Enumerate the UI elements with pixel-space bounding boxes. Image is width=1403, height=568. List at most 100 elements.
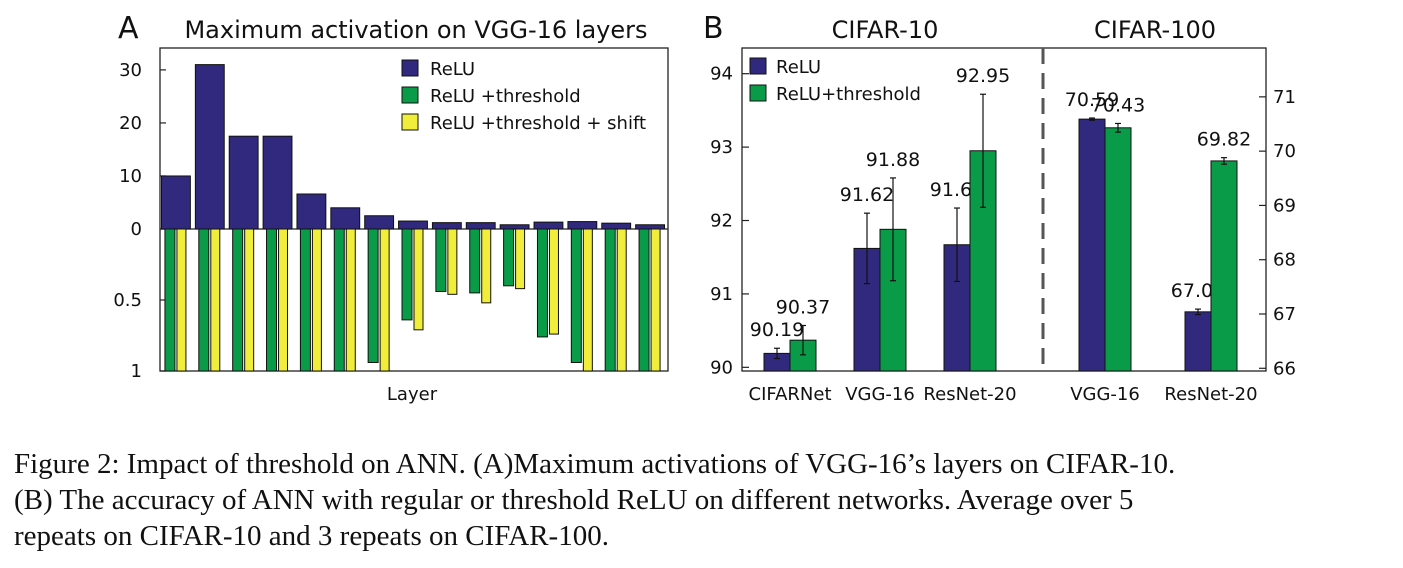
y-tick-label: 30 bbox=[119, 60, 142, 81]
y-tick-label: 91 bbox=[710, 284, 733, 305]
legend-label: ReLU +threshold + shift bbox=[430, 113, 646, 134]
data-label: 91.88 bbox=[866, 149, 920, 171]
y-tick-label: 68 bbox=[1273, 250, 1296, 271]
y-tick-label: 10 bbox=[119, 166, 142, 187]
bar-relu-threshold-shift bbox=[210, 228, 221, 372]
bar-relu-threshold-shift bbox=[515, 228, 526, 290]
bar-relu bbox=[567, 221, 598, 230]
bar-relu-threshold-shift bbox=[278, 228, 289, 372]
data-label: 91.62 bbox=[840, 184, 894, 206]
bar-relu-threshold bbox=[1104, 127, 1132, 372]
y-tick-label: 0 bbox=[131, 219, 142, 240]
data-label: 70.59 bbox=[1065, 89, 1119, 111]
x-tick-label: CIFARNet bbox=[749, 384, 832, 405]
legend-swatch bbox=[401, 86, 419, 104]
data-label: 70.43 bbox=[1091, 94, 1145, 116]
bar-relu-threshold-shift bbox=[582, 228, 593, 372]
data-label: 92.95 bbox=[956, 65, 1010, 87]
panel-a-threshold-bars bbox=[164, 228, 661, 372]
bar-relu-threshold bbox=[503, 228, 515, 287]
panel-b-legend: ReLU ReLU+threshold bbox=[749, 57, 921, 105]
bar-relu-threshold-shift bbox=[311, 228, 322, 372]
bar-relu bbox=[533, 221, 564, 230]
bar-relu bbox=[161, 175, 191, 230]
y-tick-label: 70 bbox=[1273, 141, 1296, 162]
bar-relu-threshold bbox=[638, 228, 650, 372]
panel-b-title-cifar100: CIFAR-100 bbox=[1094, 16, 1216, 44]
bar-relu-threshold bbox=[1210, 160, 1238, 372]
legend-label: ReLU +threshold bbox=[430, 86, 581, 107]
bar-relu bbox=[1184, 311, 1212, 372]
panel-a-xlabel: Layer bbox=[387, 384, 438, 405]
bar-relu-threshold bbox=[401, 228, 413, 321]
bar-relu-threshold-shift bbox=[379, 228, 390, 372]
x-tick-label: VGG-16 bbox=[845, 384, 915, 405]
y-tick-label: 1 bbox=[131, 361, 142, 382]
bar-relu-threshold bbox=[367, 228, 379, 363]
bar-relu bbox=[296, 193, 327, 230]
panel-b-letter: B bbox=[703, 11, 724, 46]
bar-relu bbox=[398, 220, 428, 230]
y-tick-label: 94 bbox=[710, 64, 733, 85]
bar-relu bbox=[364, 215, 395, 230]
legend-swatch bbox=[401, 59, 419, 77]
bar-relu-threshold-shift bbox=[345, 228, 356, 372]
x-tick-label: ResNet-20 bbox=[1164, 384, 1257, 405]
bar-relu-threshold-shift bbox=[447, 228, 458, 295]
panel-b-x-ticks: CIFARNet VGG-16 ResNet-20 VGG-16 ResNet-20 bbox=[749, 384, 1258, 405]
bar-relu-threshold bbox=[232, 228, 244, 372]
bar-relu-threshold-shift bbox=[244, 228, 255, 372]
panel-b: B CIFAR-10 CIFAR-100 90 91 92 93 94 66 67 68 69… bbox=[703, 11, 1296, 405]
bar-relu bbox=[635, 224, 666, 230]
figure-caption: Figure 2: Impact of threshold on ANN. (A… bbox=[14, 446, 1394, 554]
y-tick-label: 20 bbox=[119, 113, 142, 134]
caption-line-1: Figure 2: Impact of threshold on ANN. (A… bbox=[14, 448, 1176, 480]
y-tick-label: 71 bbox=[1273, 87, 1296, 108]
bar-relu bbox=[228, 135, 259, 230]
y-tick-label: 93 bbox=[710, 137, 733, 158]
bar-relu-threshold bbox=[333, 228, 345, 372]
data-label: 69.82 bbox=[1197, 129, 1251, 151]
bar-relu bbox=[465, 222, 496, 230]
bar-relu-threshold bbox=[435, 228, 447, 292]
x-tick-label: VGG-16 bbox=[1070, 384, 1140, 405]
bar-relu-threshold bbox=[299, 228, 311, 372]
panel-a-legend: ReLU ReLU +threshold ReLU +threshold + shi… bbox=[401, 59, 646, 134]
figure: A Maximum activation on VGG-16 layers 0 1… bbox=[113, 11, 1296, 405]
bar-relu bbox=[601, 222, 632, 230]
panel-b-title-cifar10: CIFAR-10 bbox=[832, 16, 939, 44]
panel-b-frame bbox=[741, 47, 1267, 372]
data-label: 90.19 bbox=[750, 319, 804, 341]
bar-relu bbox=[194, 64, 225, 230]
y-tick-label: 92 bbox=[710, 211, 733, 232]
bar-relu bbox=[499, 224, 530, 230]
y-tick-label: 90 bbox=[710, 357, 733, 378]
bar-relu-threshold bbox=[164, 228, 176, 372]
bar-relu-threshold bbox=[469, 228, 481, 294]
bar-relu bbox=[262, 135, 293, 230]
data-label: 90.37 bbox=[776, 296, 830, 318]
panel-a-letter: A bbox=[118, 11, 139, 46]
bar-relu-threshold bbox=[198, 228, 210, 372]
y-tick-label: 0.5 bbox=[113, 290, 142, 311]
y-tick-label: 69 bbox=[1273, 195, 1296, 216]
legend-swatch bbox=[401, 113, 419, 131]
panel-a: A Maximum activation on VGG-16 layers 0 1… bbox=[113, 11, 669, 405]
legend-swatch bbox=[749, 57, 767, 75]
bar-relu-threshold bbox=[570, 228, 582, 363]
bar-relu-threshold bbox=[604, 228, 616, 372]
x-tick-label: ResNet-20 bbox=[923, 384, 1016, 405]
y-tick-label: 66 bbox=[1273, 358, 1296, 379]
legend-label: ReLU bbox=[776, 57, 821, 78]
caption-line-3: repeats on CIFAR-10 and 3 repeats on CIF… bbox=[14, 520, 609, 552]
bar-relu-threshold-shift bbox=[650, 228, 661, 372]
legend-label: ReLU bbox=[430, 59, 475, 80]
legend-label: ReLU+threshold bbox=[776, 84, 921, 105]
bar-relu-threshold bbox=[536, 228, 548, 338]
panel-b-right-y-ticks: 66 67 68 69 70 71 bbox=[1259, 87, 1296, 379]
bar-relu-threshold-shift bbox=[413, 228, 424, 331]
bar-relu-threshold-shift bbox=[176, 228, 187, 372]
bar-relu bbox=[1078, 118, 1106, 372]
panel-a-title: Maximum activation on VGG-16 layers bbox=[184, 16, 647, 44]
panel-a-frame bbox=[159, 47, 669, 372]
